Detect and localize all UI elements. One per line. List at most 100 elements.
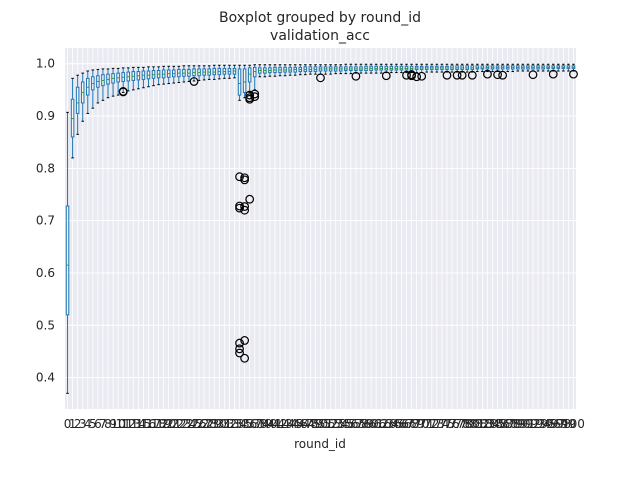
box-group [278, 64, 282, 77]
outlier-point [381, 71, 391, 81]
box-group [381, 63, 391, 81]
x-tick-label: 23 [176, 417, 191, 431]
x-tick-label: 44 [283, 417, 298, 431]
x-tick-label: 54 [333, 417, 348, 431]
x-tick-label: 34 [232, 417, 247, 431]
box-group [268, 64, 272, 77]
x-tick-label: 92 [525, 417, 540, 431]
box-group [333, 64, 338, 75]
box-group [65, 111, 70, 394]
outlier-point [235, 344, 244, 354]
box-group [399, 63, 404, 74]
box-group [323, 64, 328, 75]
x-tick-label: 53 [328, 417, 343, 431]
x-tick-label: 7 [99, 417, 107, 431]
x-tick-label: 5 [89, 417, 97, 431]
outlier-point [240, 353, 250, 363]
box-group [177, 65, 181, 84]
x-tick-label: 27 [196, 417, 211, 431]
x-tick-label: 17 [146, 417, 161, 431]
box-group [273, 64, 277, 77]
box-group [440, 63, 444, 73]
x-tick-label: 80 [465, 417, 480, 431]
box-group [288, 64, 292, 76]
x-tick-label: 31 [217, 417, 232, 431]
outlier-point [240, 202, 250, 211]
box-group [452, 63, 462, 80]
outlier-point [235, 348, 244, 358]
x-tick-label: 55 [338, 417, 353, 431]
box-group [316, 64, 325, 83]
x-axis-label: round_id [294, 437, 346, 451]
box-group [465, 63, 469, 73]
x-tick-label: 11 [116, 417, 131, 431]
box-group [344, 63, 348, 75]
box-group [457, 63, 467, 80]
outlier-point [569, 69, 578, 79]
outlier-point [493, 70, 502, 80]
outlier-point [548, 69, 558, 79]
x-tick-label: 75 [439, 417, 454, 431]
box-group [328, 64, 333, 75]
x-tick-label: 85 [490, 417, 505, 431]
x-tick-label: 33 [227, 417, 242, 431]
box-group [556, 63, 561, 72]
outlier-point [316, 73, 325, 83]
x-tick-label: 70 [414, 417, 429, 431]
outlier-point [245, 94, 255, 104]
x-tick-label: 90 [515, 417, 530, 431]
box-group [298, 64, 303, 76]
box-group [402, 63, 411, 80]
x-tick-label: 21 [166, 417, 181, 431]
box-group [222, 64, 227, 79]
y-tick-label: 0.8 [36, 161, 55, 175]
box-group [156, 66, 161, 86]
box-group [569, 63, 578, 79]
box-group [349, 63, 353, 75]
x-tick-label: 9 [109, 417, 117, 431]
x-tick-label: 35 [237, 417, 252, 431]
outlier-point [240, 205, 250, 215]
x-tick-label: 20 [161, 417, 176, 431]
box-group [91, 69, 95, 109]
iqr-box [480, 65, 485, 70]
box-group [197, 65, 201, 81]
box-group [351, 63, 361, 81]
box-group [548, 63, 558, 79]
box-group [161, 65, 166, 85]
x-tick-label: 78 [455, 417, 470, 431]
x-tick-label: 46 [293, 417, 308, 431]
box-group [394, 63, 399, 74]
x-tick-label: 49 [308, 417, 323, 431]
x-tick-label: 13 [126, 417, 141, 431]
iqr-box [70, 98, 75, 138]
outlier-point [235, 203, 244, 213]
x-tick-label: 63 [379, 417, 394, 431]
box-group [566, 63, 571, 72]
x-tick-label: 88 [505, 417, 520, 431]
box-layer [65, 63, 578, 394]
box-group [424, 63, 429, 73]
box-group [369, 63, 373, 74]
box-group [516, 63, 520, 72]
x-tick-label: 3 [79, 417, 87, 431]
box-group [493, 63, 502, 80]
x-tick-label: 100 [562, 417, 585, 431]
x-tick-label: 68 [404, 417, 419, 431]
outlier-point [351, 71, 361, 81]
x-tick-label: 19 [156, 417, 171, 431]
x-tick-label: 25 [186, 417, 201, 431]
outlier-point [245, 194, 255, 204]
box-group [111, 67, 115, 97]
x-tick-label: 95 [541, 417, 556, 431]
box-group [240, 64, 250, 363]
y-tick-label: 0.7 [36, 214, 55, 228]
x-tick-label: 48 [303, 417, 318, 431]
x-tick-label: 64 [384, 417, 399, 431]
x-tick-label: 2 [74, 417, 82, 431]
box-group [480, 63, 485, 73]
x-tick-label: 61 [369, 417, 384, 431]
x-tick-label: 45 [288, 417, 303, 431]
y-tick-labels: 0.4 0.5 0.6 0.7 0.8 0.9 1.0 [36, 57, 55, 385]
